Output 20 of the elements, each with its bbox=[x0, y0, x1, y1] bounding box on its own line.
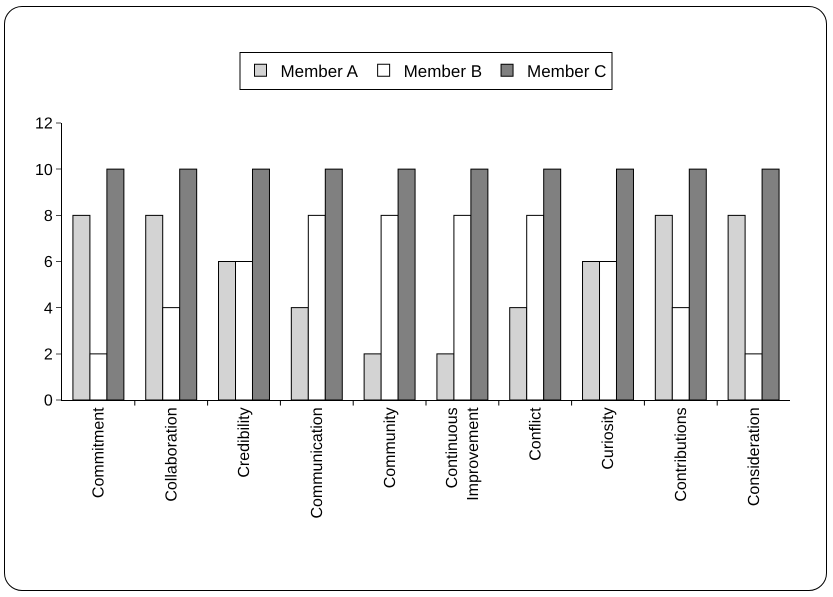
x-tick-label: Commitment bbox=[90, 406, 108, 498]
y-tick-label: 6 bbox=[44, 254, 53, 272]
x-tick-label: Communication bbox=[309, 407, 326, 519]
y-tick-label: 2 bbox=[44, 346, 53, 364]
x-tick-label: Conflict bbox=[527, 406, 544, 461]
y-tick-label: 4 bbox=[44, 300, 53, 318]
x-tick-label: Consideration bbox=[746, 407, 763, 506]
y-tick-label: 12 bbox=[35, 116, 53, 133]
x-tick-label: Curiosity bbox=[600, 407, 618, 470]
x-tick-label: Collaboration bbox=[163, 407, 180, 502]
x-tick-label: Contributions bbox=[673, 407, 690, 502]
legend-label: Member A bbox=[280, 62, 359, 81]
x-tick-label: Continuous Improvement bbox=[444, 406, 482, 501]
x-tick-label: Credibility bbox=[236, 407, 254, 478]
x-tick-label: Community bbox=[382, 407, 399, 488]
y-tick-label: 10 bbox=[35, 162, 53, 179]
y-tick-label: 0 bbox=[44, 392, 53, 410]
legend-label: Member B bbox=[404, 62, 482, 81]
legend-label: Member C bbox=[527, 62, 606, 81]
y-tick-label: 8 bbox=[44, 208, 53, 225]
